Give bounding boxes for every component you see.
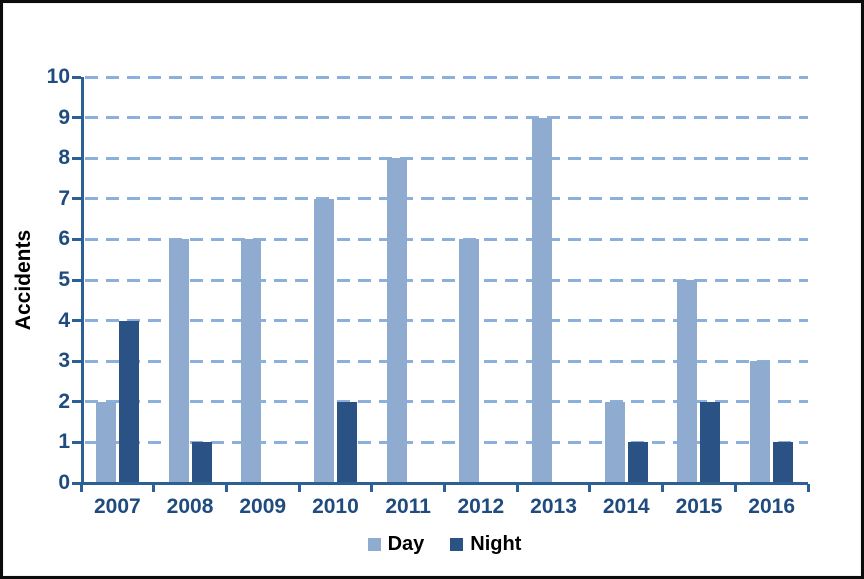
- legend: Day Night: [81, 533, 808, 555]
- legend-item-night: Night: [450, 533, 521, 555]
- bar-day-2014: [604, 401, 625, 483]
- x-tick-label-2016: 2016: [748, 495, 795, 518]
- x-tick-label-2007: 2007: [93, 495, 141, 518]
- y-axis-tick: [72, 400, 81, 404]
- x-axis-tick: [152, 484, 156, 492]
- bar-day-2010: [313, 198, 334, 483]
- y-axis-tick: [72, 156, 81, 160]
- y-tick-label: 3: [58, 349, 70, 373]
- night-swatch-icon: [450, 537, 464, 551]
- gridline: [85, 75, 808, 79]
- y-tick-label: 7: [58, 186, 70, 210]
- x-tick-label-2015: 2015: [675, 495, 723, 518]
- x-tick-label-2014: 2014: [602, 495, 650, 518]
- gridline: [85, 197, 808, 201]
- bar-day-2015: [677, 280, 698, 483]
- y-tick-label: 6: [58, 227, 70, 251]
- bar-day-2012: [459, 239, 480, 483]
- y-axis-tick: [72, 481, 81, 485]
- bar-day-2009: [241, 239, 262, 483]
- y-axis-tick: [72, 278, 81, 282]
- y-tick-label: 2: [58, 389, 70, 413]
- y-axis-tick: [72, 359, 81, 363]
- x-tick-label-2009: 2009: [239, 495, 287, 518]
- x-axis-tick: [297, 484, 301, 492]
- x-tick-label-2010: 2010: [312, 495, 359, 518]
- bar-night-2007: [118, 320, 139, 483]
- bar-night-2014: [627, 442, 648, 483]
- gridline: [85, 319, 808, 323]
- x-axis-tick: [515, 484, 519, 492]
- gridline: [85, 237, 808, 241]
- legend-label-night: Night: [470, 533, 522, 555]
- y-axis-tick: [72, 237, 81, 241]
- bar-day-2016: [750, 361, 771, 483]
- x-tick-label-2012: 2012: [457, 495, 505, 518]
- y-tick-label: 10: [46, 65, 70, 88]
- gridline: [85, 359, 808, 363]
- bar-night-2008: [191, 442, 212, 483]
- bar-night-2010: [336, 401, 357, 483]
- y-axis-tick: [72, 440, 81, 444]
- x-tick-label-2011: 2011: [385, 495, 431, 518]
- x-axis-line: [81, 482, 808, 485]
- bar-day-2011: [386, 158, 407, 483]
- bar-day-2007: [95, 401, 116, 483]
- x-axis-tick: [661, 484, 665, 492]
- x-tick-label-2013: 2013: [530, 495, 577, 518]
- gridline: [85, 116, 808, 120]
- x-axis-tick: [806, 484, 810, 492]
- bar-night-2015: [700, 401, 721, 483]
- y-tick-label: 8: [58, 146, 70, 170]
- y-tick-label: 9: [58, 105, 70, 129]
- x-axis-tick: [224, 484, 228, 492]
- bar-day-2013: [532, 117, 553, 483]
- y-tick-label: 1: [58, 430, 70, 454]
- y-axis-tick: [72, 319, 81, 323]
- day-swatch-icon: [367, 537, 381, 551]
- legend-label-day: Day: [387, 533, 425, 555]
- x-axis-tick: [79, 484, 83, 492]
- y-axis-tick: [72, 75, 81, 79]
- gridline: [85, 156, 808, 160]
- bar-night-2016: [773, 442, 794, 483]
- gridline: [85, 400, 808, 404]
- x-axis-tick: [733, 484, 737, 492]
- bar-day-2008: [168, 239, 189, 483]
- y-tick-label: 4: [58, 308, 70, 332]
- y-axis-line: [81, 77, 84, 485]
- gridline: [85, 440, 808, 444]
- y-tick-label: 0: [58, 471, 70, 494]
- x-axis-tick: [370, 484, 374, 492]
- x-axis-tick: [443, 484, 446, 492]
- y-tick-label: 5: [58, 268, 70, 291]
- y-axis-tick: [72, 116, 81, 120]
- legend-item-day: Day: [367, 533, 425, 555]
- x-tick-label-2008: 2008: [166, 495, 214, 518]
- x-axis-tick: [588, 484, 592, 492]
- gridline: [85, 278, 808, 282]
- y-axis-tick: [72, 197, 81, 201]
